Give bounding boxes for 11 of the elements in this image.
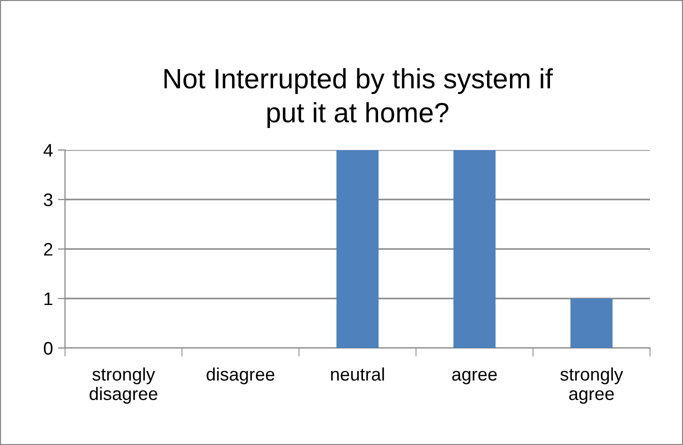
- y-tick-label: 1: [44, 292, 52, 306]
- y-tick-label: 4: [44, 144, 53, 157]
- y-tick-label: 2: [44, 242, 52, 256]
- x-tick-label: neutral: [331, 367, 384, 381]
- y-tick-label: 0: [44, 342, 52, 355]
- x-tick-label: agree: [452, 370, 497, 384]
- x-tick-label: strongly agree: [560, 367, 624, 404]
- y-tick-label: 3: [44, 193, 52, 206]
- x-tick-label: strongly disagree: [90, 367, 158, 404]
- x-tick-label: disagree: [206, 367, 274, 384]
- chart-title: Not Interrupted by this system if put it at home?: [164, 68, 553, 128]
